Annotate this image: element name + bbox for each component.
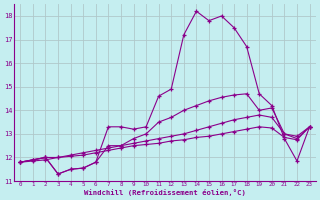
- X-axis label: Windchill (Refroidissement éolien,°C): Windchill (Refroidissement éolien,°C): [84, 189, 246, 196]
